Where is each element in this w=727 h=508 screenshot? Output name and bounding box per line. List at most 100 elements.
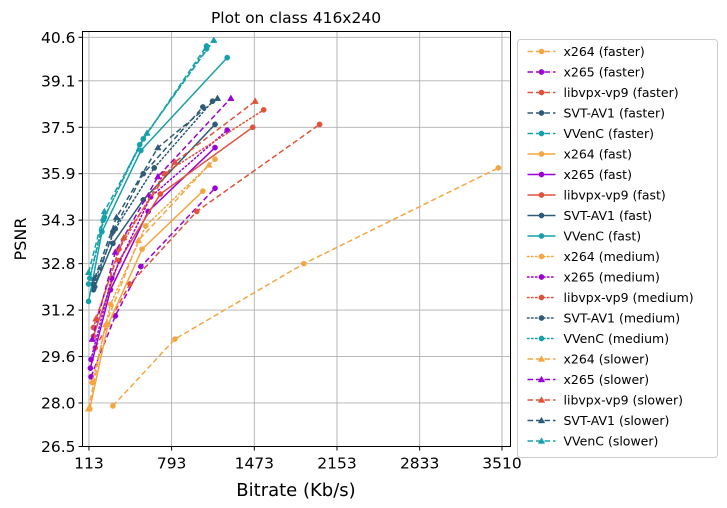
- data-point: [224, 54, 231, 61]
- series-line: [95, 100, 256, 320]
- legend-label: x264 (fast): [564, 147, 632, 162]
- y-tick-label: 32.8: [41, 255, 76, 273]
- data-point: [249, 124, 256, 131]
- data-point: [213, 94, 222, 101]
- legend-entry: x265 (medium): [526, 270, 660, 285]
- data-point: [139, 246, 145, 253]
- y-tick-label: 26.5: [41, 438, 76, 456]
- data-point: [84, 405, 93, 412]
- data-point: [111, 248, 120, 255]
- data-point: [537, 416, 546, 424]
- legend-entry: VVenC (faster): [527, 126, 654, 141]
- legend-label: SVT-AV1 (faster): [564, 106, 666, 121]
- legend-entry: x264 (fast): [527, 147, 632, 162]
- series-svt-av1-faster: [91, 104, 206, 290]
- legend-entry: x265 (fast): [527, 167, 632, 182]
- series-x264-slower: [84, 161, 213, 412]
- data-point: [85, 281, 92, 287]
- data-point: [538, 89, 545, 96]
- y-tick-label: 31.2: [41, 302, 76, 320]
- legend-entry: VVenC (slower): [527, 434, 658, 449]
- legend-label: x265 (fast): [564, 167, 632, 182]
- series-vvenc-faster: [86, 43, 210, 282]
- series-line: [90, 187, 216, 378]
- legend-entry: x265 (faster): [527, 65, 645, 80]
- series-line: [87, 48, 208, 285]
- series-libvpx-vp9-slower: [92, 97, 259, 322]
- legend-entry: SVT-AV1 (fast): [527, 208, 652, 223]
- grid: [82, 31, 511, 447]
- series-line: [90, 129, 228, 361]
- data-point: [538, 294, 545, 301]
- legend-label: VVenC (medium): [564, 331, 670, 346]
- legend-entry: libvpx-vp9 (faster): [527, 85, 679, 100]
- y-tick-label: 34.3: [41, 212, 76, 230]
- data-point: [107, 301, 114, 308]
- series-line: [89, 190, 204, 409]
- data-point: [110, 240, 116, 247]
- data-point: [537, 375, 546, 383]
- data-point: [316, 121, 323, 128]
- series-x264-faster: [110, 165, 502, 409]
- data-point: [87, 365, 94, 371]
- legend-label: libvpx-vp9 (faster): [564, 85, 679, 100]
- series-x265-faster: [88, 185, 218, 380]
- data-point: [212, 121, 218, 128]
- data-point: [127, 281, 133, 287]
- data-point: [142, 223, 149, 229]
- data-point: [260, 107, 267, 113]
- data-point: [143, 129, 151, 136]
- series-vvenc-slower: [84, 36, 218, 276]
- x-tick-label: 793: [157, 455, 187, 473]
- legend-label: SVT-AV1 (slower): [564, 413, 670, 428]
- x-tick-label: 2833: [400, 455, 439, 473]
- series-x265-slower: [88, 94, 235, 342]
- series-line: [87, 164, 210, 409]
- data-point: [538, 151, 545, 157]
- legend-entry: libvpx-vp9 (slower): [527, 393, 683, 408]
- series-vvenc-fast: [85, 54, 231, 305]
- data-point: [537, 396, 546, 403]
- legend-box: [517, 39, 718, 458]
- legend-entry: SVT-AV1 (medium): [526, 311, 681, 326]
- x-tick-label: 3510: [482, 455, 521, 473]
- data-point: [227, 94, 235, 101]
- data-point: [84, 268, 93, 276]
- legend-label: SVT-AV1 (medium): [564, 311, 681, 326]
- legend-entry: SVT-AV1 (slower): [527, 413, 670, 428]
- y-tick-label: 29.6: [41, 348, 76, 366]
- x-axis-label: Bitrate (Kb/s): [236, 480, 355, 501]
- axis-ticks: 113 793 1473 2153 2833 3510 26.5 28.0 29.6 31.2 32…: [41, 29, 522, 473]
- data-point: [88, 335, 96, 342]
- data-point: [157, 191, 164, 197]
- legend-entry: libvpx-vp9 (fast): [527, 188, 666, 203]
- data-point: [138, 263, 144, 270]
- legend-label: libvpx-vp9 (slower): [564, 393, 683, 408]
- data-point: [92, 315, 100, 322]
- data-point: [212, 185, 218, 192]
- legend-label: libvpx-vp9 (fast): [564, 188, 666, 203]
- data-point: [100, 207, 109, 215]
- series-libvpx-vp9-fast: [90, 124, 256, 340]
- data-point: [538, 212, 545, 219]
- legend-label: x265 (medium): [564, 270, 660, 285]
- x-tick-label: 1473: [235, 455, 274, 473]
- data-point: [112, 213, 121, 220]
- data-point: [538, 48, 545, 55]
- x-tick-label: 2153: [317, 455, 356, 473]
- y-tick-label: 40.6: [41, 29, 76, 47]
- series-line: [92, 123, 216, 291]
- data-point: [154, 143, 162, 151]
- chart-title: Plot on class 416x240: [211, 9, 381, 27]
- series-line: [93, 97, 218, 279]
- data-point: [90, 274, 99, 281]
- series-svt-av1-slower: [90, 94, 222, 281]
- legend-label: x265 (faster): [564, 65, 645, 80]
- legend-label: x264 (faster): [564, 44, 645, 59]
- legend-label: VVenC (fast): [564, 229, 642, 244]
- legend: x264 (faster) x265 (faster) libvpx-vp9 (fa…: [517, 39, 718, 458]
- data-point: [538, 315, 545, 321]
- data-point: [205, 161, 213, 168]
- data-point: [537, 437, 546, 444]
